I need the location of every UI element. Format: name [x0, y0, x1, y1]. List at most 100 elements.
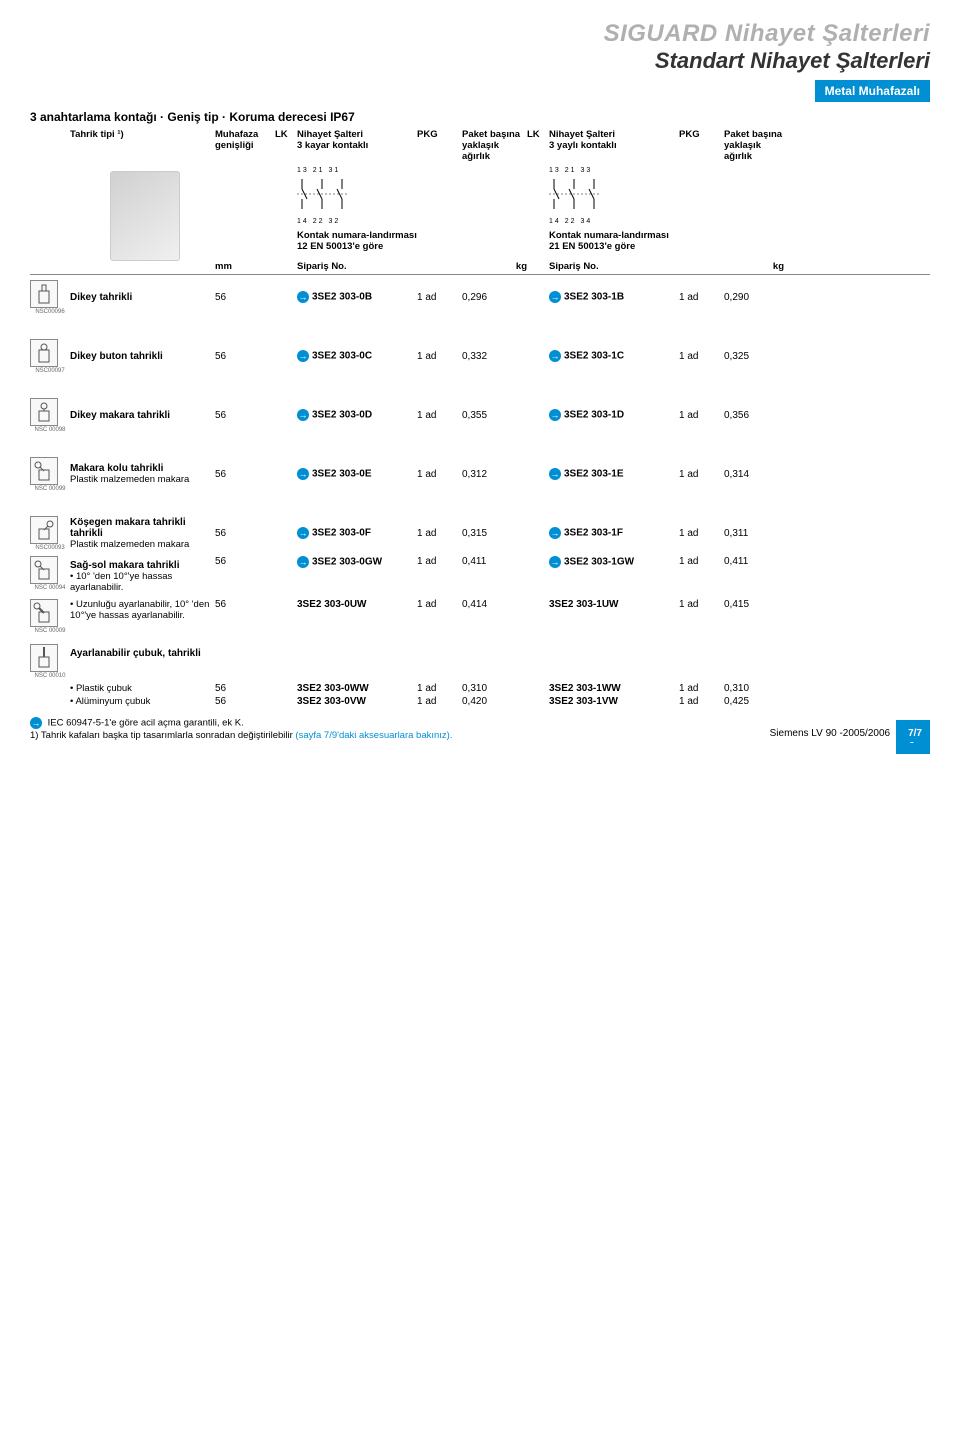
row-pkg2: 1 ad: [679, 469, 724, 480]
table-row: NSC00093Köşegen makara tahrikli tahrikli…: [30, 511, 930, 556]
hdr-muhafaza: Muhafaza genişliği: [215, 130, 275, 152]
row-gw-desc: • 10° 'den 10°'ye hassas ayarlanabilir.: [70, 571, 211, 593]
row-pkg1: 1 ad: [417, 351, 462, 362]
unit-kg-1: kg: [462, 261, 527, 272]
order-no-2: 3SE2 303-1C: [564, 351, 624, 362]
row-vw-p2: 1 ad: [679, 696, 724, 707]
row-wt2: 0,325: [724, 351, 784, 362]
button-icon: [30, 339, 58, 367]
row-pkg1: 1 ad: [417, 469, 462, 480]
footnote-link: (sayfa 7/9'daki aksesuarlara bakınız).: [295, 730, 452, 741]
row-vw-o1: 3SE2 303-0VW: [297, 696, 366, 707]
order-no-1: 3SE2 303-0D: [312, 410, 372, 421]
unit-siparis-2: Sipariş No.: [549, 261, 679, 272]
unit-kg-2: kg: [724, 261, 784, 272]
row-desc: Dikey makara tahrikli: [70, 410, 215, 421]
row-mm: 56: [215, 410, 275, 421]
arrow-icon: →: [297, 468, 309, 480]
hdr-pkg1: PKG: [417, 130, 462, 141]
arrow-icon: →: [30, 717, 42, 729]
row-pkg1: 1 ad: [417, 410, 462, 421]
row-ww-o1: 3SE2 303-0WW: [297, 683, 369, 694]
row-ww-p1: 1 ad: [417, 683, 462, 694]
row-vw-mm: 56: [215, 696, 275, 707]
table-row: NSC 00098Dikey makara tahrikli56→3SE2 30…: [30, 393, 930, 438]
plunger-icon: [30, 280, 58, 308]
hdr-tahrik: Tahrik tipi ¹): [70, 130, 215, 141]
order-no-2: 3SE2 303-1B: [564, 292, 624, 303]
row-vw-o2: 3SE2 303-1VW: [549, 696, 618, 707]
arrow-icon: →: [549, 291, 561, 303]
order-no-2: 3SE2 303-1E: [564, 469, 624, 480]
unit-mm: mm: [215, 261, 275, 272]
footer-page: 7/7: [900, 725, 930, 742]
row-desc: Makara kolu tahrikliPlastik malzemeden m…: [70, 463, 215, 485]
page-title-sub: Standart Nihayet Şalterleri: [30, 48, 930, 74]
arrow-icon: →: [549, 556, 561, 568]
row-gw-mm: 56: [215, 556, 275, 567]
contact-diagram-1: [297, 174, 367, 214]
diag2-bot: 14 22 34: [549, 218, 679, 225]
row-wt1: 0,315: [462, 528, 527, 539]
order-no-1: 3SE2 303-0C: [312, 351, 372, 362]
row-sub: Plastik malzemeden makara: [70, 474, 211, 485]
row-pkg2: 1 ad: [679, 528, 724, 539]
hdr-lk1: LK: [275, 130, 297, 141]
footnote-iec: IEC 60947-5-1'e göre acil açma garantili…: [48, 717, 244, 728]
row-gw-o1: 3SE2 303-0GW: [312, 556, 382, 567]
icon-code: NSC 00098: [30, 427, 70, 433]
row-wt2: 0,311: [724, 528, 784, 539]
hdr-h2: Nihayet Şalteri 3 yaylı kontaklı: [549, 130, 679, 152]
contact-note-2: Kontak numara-landırması 21 EN 50013'e g…: [549, 231, 679, 253]
icon-code-gw: NSC 00094: [30, 585, 70, 591]
diag1-bot: 14 22 32: [297, 218, 417, 225]
row-uw-o1: 3SE2 303-0UW: [297, 599, 366, 610]
row-wt1: 0,312: [462, 469, 527, 480]
icon-code: NSC 00099: [30, 486, 70, 492]
row-gw-o2: 3SE2 303-1GW: [564, 556, 634, 567]
row-wt2: 0,290: [724, 292, 784, 303]
row-wt2: 0,356: [724, 410, 784, 421]
row-ww-p2: 1 ad: [679, 683, 724, 694]
order-no-2: 3SE2 303-1F: [564, 528, 623, 539]
unit-siparis-1: Sipariş No.: [297, 261, 417, 272]
roller-plunger-icon: [30, 398, 58, 426]
angle-roller-icon: [30, 516, 58, 544]
row-mm: 56: [215, 528, 275, 539]
icon-code: NSC00093: [30, 545, 70, 551]
arrow-icon: →: [549, 527, 561, 539]
arrow-icon: →: [549, 409, 561, 421]
icon-code-uw: NSC 00009: [30, 628, 70, 634]
arrow-icon: →: [297, 350, 309, 362]
row-mm: 56: [215, 292, 275, 303]
row-uw-p1: 1 ad: [417, 599, 462, 610]
row-desc: Köşegen makara tahrikli tahrikliPlastik …: [70, 517, 215, 550]
row-pkg2: 1 ad: [679, 351, 724, 362]
diag1-top: 13 21 31: [297, 167, 417, 174]
row-uw-desc: • Uzunluğu ayarlanabilir, 10° 'den 10°'y…: [70, 599, 215, 621]
row-ww-w2: 0,310: [724, 683, 784, 694]
row-gw-p2: 1 ad: [679, 556, 724, 567]
diag2-top: 13 21 33: [549, 167, 679, 174]
order-no-2: 3SE2 303-1D: [564, 410, 624, 421]
hdr-wt1: Paket başına yaklaşık ağırlık: [462, 130, 527, 163]
row-pkg2: 1 ad: [679, 292, 724, 303]
row-mm: 56: [215, 351, 275, 362]
arrow-icon: →: [297, 409, 309, 421]
table-row: NSC00096Dikey tahrikli56→3SE2 303-0B1 ad…: [30, 275, 930, 320]
footnote-1a: 1) Tahrik kafaları başka tip tasarımlarl…: [30, 730, 295, 741]
row-wt1: 0,332: [462, 351, 527, 362]
roller-lever-icon: [30, 457, 58, 485]
row-vw-w1: 0,420: [462, 696, 527, 707]
row-gw-w1: 0,411: [462, 556, 527, 567]
row-desc: Dikey tahrikli: [70, 292, 215, 303]
arrow-icon: →: [297, 556, 309, 568]
row-desc: Dikey buton tahrikli: [70, 351, 215, 362]
row-ww-o2: 3SE2 303-1WW: [549, 683, 621, 694]
page-subtitle: 3 anahtarlama kontağı · Geniş tip · Koru…: [30, 110, 930, 124]
row-uw-w2: 0,415: [724, 599, 784, 610]
order-no-1: 3SE2 303-0F: [312, 528, 371, 539]
row-vw-desc: • Alüminyum çubuk: [70, 696, 215, 707]
hdr-wt2: Paket başına yaklaşık ağırlık: [724, 130, 784, 163]
contact-diagram-2: [549, 174, 619, 214]
